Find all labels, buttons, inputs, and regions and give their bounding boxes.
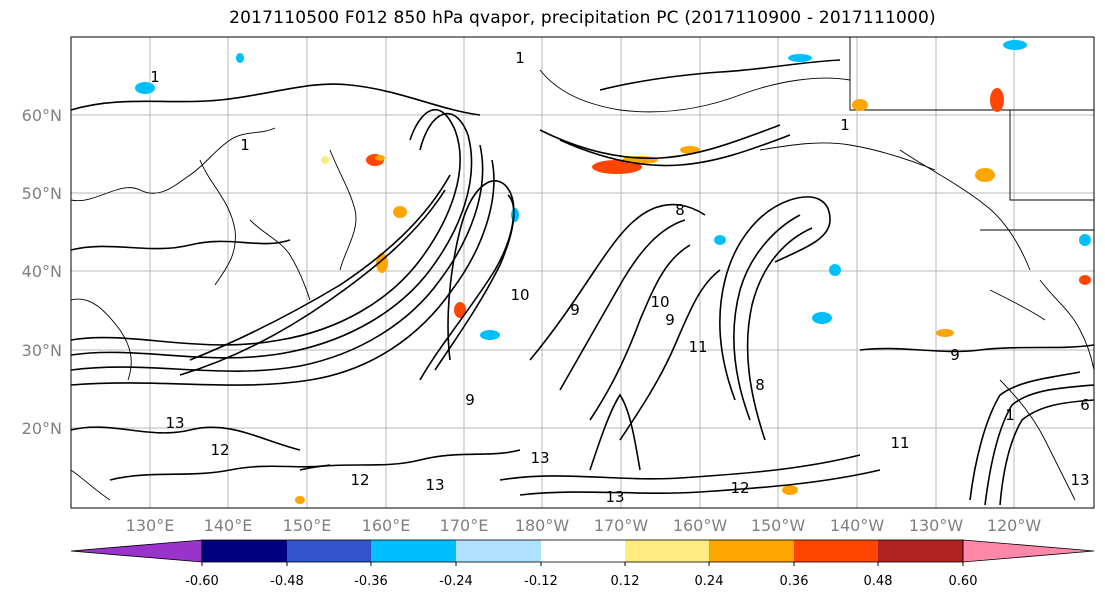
- contour-label: 13: [165, 414, 184, 432]
- longitude-label: 160°E: [362, 516, 411, 535]
- colorbar: [70, 539, 1095, 563]
- contour-label: 13: [530, 449, 549, 467]
- colorbar-swatch: [371, 540, 456, 562]
- contour-label: 9: [465, 391, 475, 409]
- contour-label: 10: [510, 286, 529, 304]
- contour-label: 12: [350, 471, 369, 489]
- colorbar-swatch: [456, 540, 541, 562]
- latitude-label: 60°N: [22, 106, 62, 125]
- coastlines: [71, 37, 1094, 501]
- longitude-label: 180°W: [515, 516, 570, 535]
- contour-label: 8: [755, 376, 765, 394]
- colorbar-tick-label: 0.12: [611, 574, 640, 589]
- colorbar-tick-label: -0.12: [524, 574, 558, 589]
- contour-label: 1: [1005, 406, 1015, 424]
- colorbar-tick-label: -0.60: [185, 574, 219, 589]
- latitude-label: 20°N: [22, 419, 62, 438]
- colorbar-tick-label: 0.48: [864, 574, 893, 589]
- longitude-label: 140°W: [830, 516, 885, 535]
- map-background: [71, 37, 1094, 508]
- colorbar-swatch: [202, 540, 287, 562]
- colorbar-tick-labels: -0.60 -0.48 -0.36 -0.24 -0.12 0.12 0.24 0.36 0.4…: [185, 562, 977, 589]
- contour-label: 12: [210, 441, 229, 459]
- colorbar-swatch: [709, 540, 794, 562]
- longitude-label: 130°E: [126, 516, 175, 535]
- colorbar-tick-label: -0.36: [354, 574, 388, 589]
- latitude-label: 50°N: [22, 184, 62, 203]
- colorbar-tick-label: 0.36: [780, 574, 809, 589]
- colorbar-tick-label: 0.60: [949, 574, 978, 589]
- contour-label: 13: [425, 476, 444, 494]
- contour-label: 13: [605, 488, 624, 506]
- contour-label: 1: [515, 49, 525, 67]
- map-title: 2017110500 F012 850 hPa qvapor, precipit…: [229, 8, 936, 28]
- contour-label: 1: [840, 116, 850, 134]
- longitude-label: 140°E: [204, 516, 253, 535]
- colorbar-swatch: [541, 540, 625, 562]
- longitude-label: 170°E: [440, 516, 489, 535]
- contour-label: 9: [665, 311, 675, 329]
- colorbar-tick-label: -0.48: [270, 574, 304, 589]
- contour-label: 11: [890, 434, 909, 452]
- contour-label: 11: [688, 338, 707, 356]
- latitude-labels: 60°N 50°N 40°N 30°N 20°N: [22, 106, 62, 438]
- colorbar-extend-max: [962, 539, 1095, 563]
- contour-label: 1: [150, 68, 160, 86]
- precip-shading: [135, 40, 1091, 504]
- contour-label: 12: [730, 479, 749, 497]
- colorbar-swatch: [287, 540, 371, 562]
- colorbar-swatch: [878, 540, 963, 562]
- colorbar-swatch: [794, 540, 878, 562]
- latitude-label: 40°N: [22, 262, 62, 281]
- contour-label: 10: [650, 293, 669, 311]
- contour-label: 9: [950, 346, 960, 364]
- longitude-labels: 130°E 140°E 150°E 160°E 170°E 180°W 170°W 160°W…: [126, 516, 1042, 535]
- colorbar-tick-label: -0.24: [439, 574, 473, 589]
- contour-label: 6: [1080, 396, 1090, 414]
- colorbar-swatch: [625, 540, 709, 562]
- colorbar-frame: [201, 539, 964, 563]
- longitude-label: 120°W: [987, 516, 1042, 535]
- longitude-label: 160°W: [673, 516, 728, 535]
- contour-label: 9: [570, 301, 580, 319]
- contour-label: 8: [675, 201, 685, 219]
- colorbar-extend-min: [70, 539, 203, 563]
- longitude-label: 150°W: [751, 516, 806, 535]
- contour-label: 1: [240, 136, 250, 154]
- longitude-label: 130°W: [909, 516, 964, 535]
- contour-label: 13: [1070, 471, 1089, 489]
- qvapor-contours: [71, 59, 1094, 506]
- colorbar-tick-label: 0.24: [695, 574, 724, 589]
- latitude-label: 30°N: [22, 341, 62, 360]
- longitude-label: 150°E: [283, 516, 332, 535]
- longitude-label: 170°W: [594, 516, 649, 535]
- map-frame: [70, 36, 1095, 509]
